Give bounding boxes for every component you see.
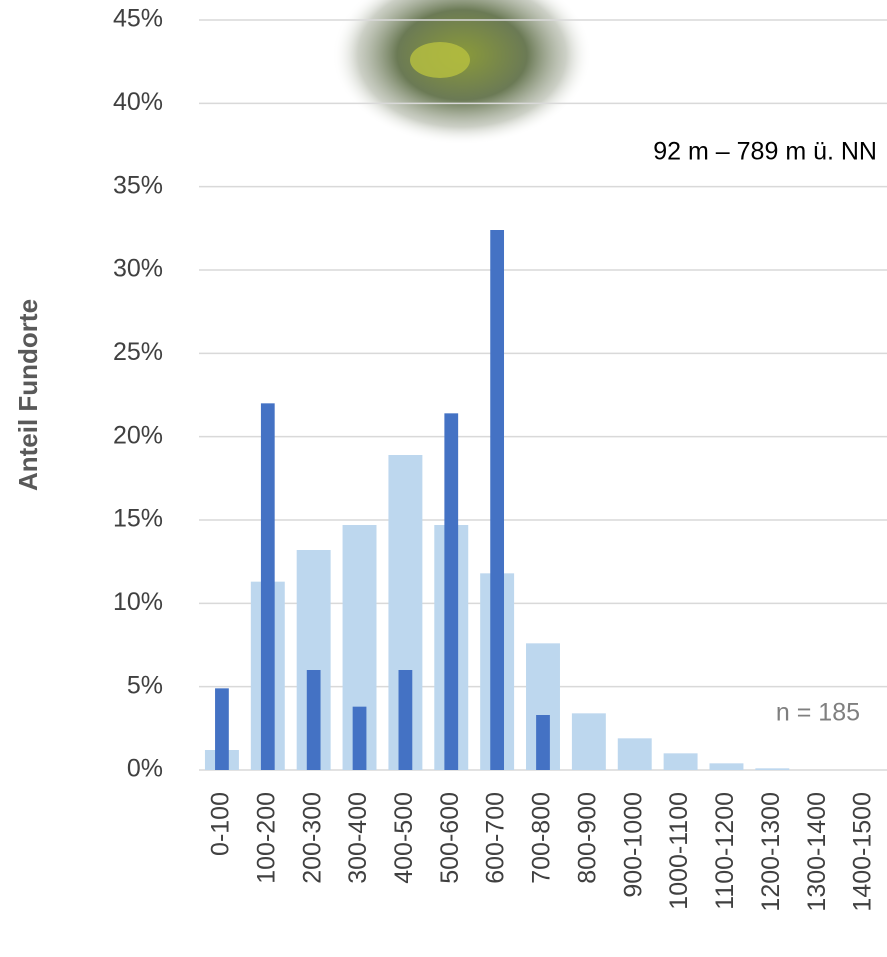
x-tick-label: 300-400 [344,792,372,884]
bar [306,670,321,770]
x-tick-label: 0-100 [207,792,235,856]
bar [755,768,790,770]
x-tick-label: 100-200 [252,792,280,884]
x-tick-label: 600-700 [482,792,510,884]
n-note: n = 185 [776,699,860,727]
y-tick-label: 5% [127,671,163,699]
range-note: 92 m – 789 m ü. NN [653,138,877,166]
frog-photo [332,0,592,145]
frog-body [410,42,470,78]
x-tick-label: 1100-1200 [711,792,739,910]
y-tick-label: 10% [113,588,163,616]
x-tick-label: 1200-1300 [757,792,785,912]
bar [536,715,550,770]
bar [663,753,698,770]
y-tick-label: 45% [113,5,163,33]
bar [571,713,606,770]
y-tick-label: 40% [113,88,163,116]
bar [398,670,413,770]
y-tick-label: 20% [113,421,163,449]
x-tick-label: 900-1000 [619,792,647,898]
bar [709,763,744,770]
x-tick-label: 400-500 [390,792,418,884]
x-tick-label: 800-900 [573,792,601,884]
y-axis-label: Anteil Fundorte [13,299,43,491]
y-tick-label: 15% [113,505,163,533]
bar [215,688,229,770]
x-tick-label: 200-300 [298,792,326,884]
bar [490,230,505,770]
bars [204,230,790,770]
x-tick-label: 1400-1500 [849,792,877,912]
y-tick-label: 35% [113,171,163,199]
bar [617,738,652,770]
y-tick-label: 25% [113,338,163,366]
x-tick-label: 1000-1100 [665,792,693,910]
y-tick-label: 30% [113,255,163,283]
x-tick-label: 700-800 [528,792,556,884]
bar [352,706,367,770]
bar [260,403,275,770]
x-tick-label: 1300-1400 [803,792,831,912]
x-tick-label: 500-600 [436,792,464,884]
bar [444,413,459,770]
y-tick-label: 0% [127,755,163,783]
